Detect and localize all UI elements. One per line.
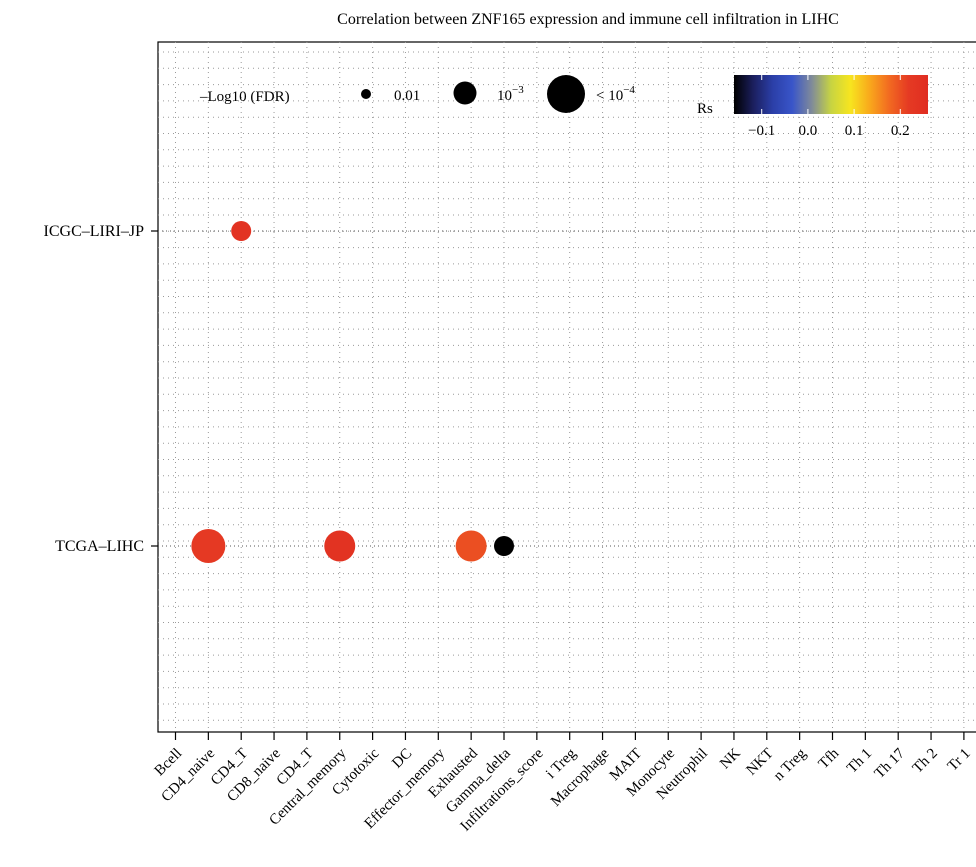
x-axis: BcellCD4_naiveCD4_TCD8_naiveCD4_TCentral… — [152, 732, 974, 835]
y-tick-label: TCGA–LIHC — [55, 538, 144, 555]
size-legend-label-medium: 10−3 — [497, 84, 524, 104]
x-tick-label: Th 1 — [844, 746, 875, 777]
data-point — [494, 536, 514, 556]
data-point — [324, 530, 356, 562]
size-legend-dot-medium — [453, 81, 477, 105]
data-point — [231, 221, 252, 241]
color-legend: Rs −0.1 0.0 0.1 0.2 — [697, 75, 928, 139]
size-legend-dot-small — [361, 89, 371, 99]
x-tick-label: Th 17 — [872, 745, 909, 782]
colorbar-tick-label: 0.2 — [891, 123, 910, 139]
size-legend-label-small: 0.01 — [394, 88, 420, 104]
size-legend-label-large: < 10−4 — [596, 84, 635, 104]
size-legend: –Log10 (FDR) 0.01 10−3 < 10−4 — [199, 75, 635, 113]
size-legend-dot-large — [547, 75, 585, 113]
grid — [158, 42, 976, 732]
x-tick-label: Th 2 — [910, 746, 941, 777]
data-point — [455, 530, 487, 562]
chart-title: Correlation between ZNF165 expression an… — [337, 11, 839, 28]
colorbar-tick-label: 0.1 — [845, 123, 864, 139]
y-tick-label: ICGC–LIRI–JP — [44, 223, 145, 240]
x-tick-label: DC — [389, 746, 415, 772]
x-tick-label: NK — [717, 745, 744, 772]
data-points — [191, 221, 514, 563]
colorbar — [734, 75, 928, 114]
colorbar-tick-label: −0.1 — [748, 123, 775, 139]
color-legend-title: Rs — [697, 101, 713, 117]
x-tick-label: Tfh — [816, 745, 843, 772]
colorbar-tick-label: 0.0 — [799, 123, 818, 139]
y-axis: ICGC–LIRI–JP TCGA–LIHC — [44, 223, 976, 555]
plot-frame — [157, 41, 976, 733]
colorbar-ticks: −0.1 0.0 0.1 0.2 — [748, 75, 910, 139]
x-tick-label: n Treg — [771, 745, 810, 784]
x-tick-label: Tr 1 — [945, 746, 974, 775]
size-legend-title: –Log10 (FDR) — [199, 89, 290, 105]
data-point — [191, 529, 226, 563]
